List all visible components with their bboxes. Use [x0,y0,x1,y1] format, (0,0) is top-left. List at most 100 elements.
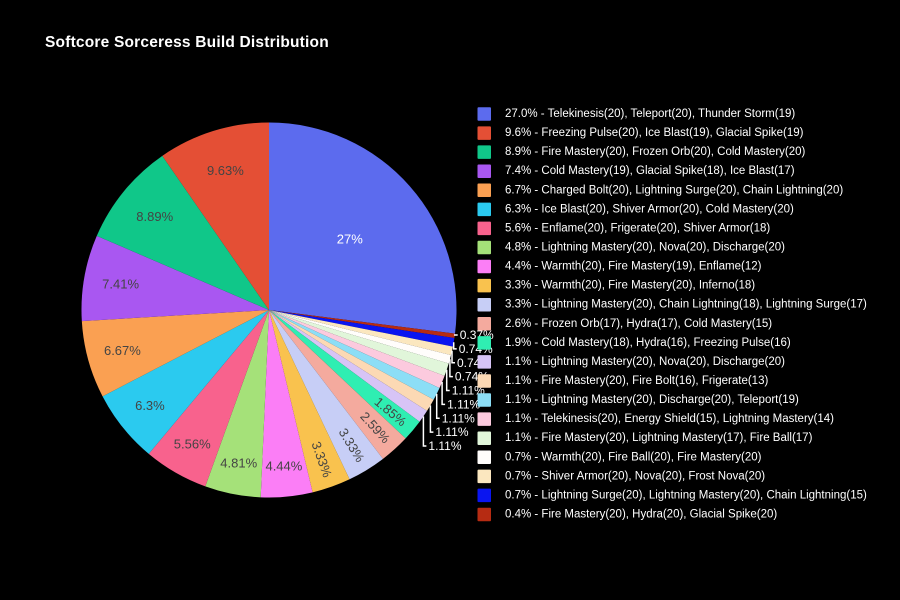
legend-item-9[interactable]: 4.4% - Warmth(20), Fire Mastery(19), Enf… [477,259,762,274]
slice-label-inside: 6.67% [104,343,141,358]
pie-slice-12[interactable] [269,310,406,459]
slice-label-outside: 1.11% [428,439,461,453]
legend-label: 0.4% - Fire Mastery(20), Hydra(20), Glac… [505,508,777,520]
legend-swatch [477,278,491,293]
leader-line [449,359,453,378]
legend-label: 6.3% - Ice Blast(20), Shiver Armor(20), … [505,203,794,215]
legend-item-2[interactable]: 9.6% - Freezing Pulse(20), Ice Blast(19)… [477,126,804,140]
legend-label: 0.7% - Lightning Surge(20), Lightning Ma… [505,489,867,501]
legend-item-17[interactable]: 1.1% - Telekinesis(20), Energy Shield(15… [477,412,835,426]
pie-slice-17[interactable] [269,310,445,388]
slice-label-inside: 4.44% [265,458,302,473]
pie-slice-22[interactable] [269,310,455,338]
legend-label: 3.3% - Lightning Mastery(20), Chain Ligh… [505,299,867,311]
legend-item-16[interactable]: 1.1% - Lightning Mastery(20), Discharge(… [477,393,799,407]
legend-swatch [477,164,491,178]
pie-slice-10[interactable] [269,310,350,493]
slice-label-inside: 4.81% [220,455,257,470]
pie-slice-18[interactable] [269,310,449,376]
legend-item-10[interactable]: 3.3% - Warmth(20), Fire Mastery(20), Inf… [477,278,756,293]
pie-slice-13[interactable] [269,310,420,439]
pie-slice-21[interactable] [269,310,455,347]
legend-item-13[interactable]: 1.9% - Cold Mastery(18), Hydra(16), Free… [477,336,791,350]
pie-slice-6[interactable] [102,310,269,454]
pie-slice-15[interactable] [269,310,434,411]
legend-label: 4.8% - Lightning Mastery(20), Nova(20), … [505,241,785,253]
pie-slice-11[interactable] [269,310,383,480]
legend-swatch [477,336,491,350]
pie-slice-20[interactable] [269,310,453,356]
leader-line [445,369,450,392]
legend-swatch [477,145,491,159]
legend-label: 0.7% - Warmth(20), Fire Ball(20), Fire M… [505,451,762,463]
leader-line [435,393,440,419]
pie-slice-9[interactable] [260,310,313,498]
legend-swatch [477,450,491,465]
slice-label-inside: 6.3% [135,398,165,413]
pie-slice-7[interactable] [148,310,269,487]
leader-line [452,342,457,350]
legend-swatch [477,202,491,217]
legend-item-19[interactable]: 0.7% - Warmth(20), Fire Ball(20), Fire M… [477,450,762,465]
legend-swatch [477,126,491,140]
legend-item-6[interactable]: 6.3% - Ice Blast(20), Shiver Armor(20), … [477,202,795,217]
legend-label: 1.1% - Fire Mastery(20), Fire Bolt(16), … [505,375,768,387]
pie-slice-5[interactable] [81,310,269,397]
legend-swatch [477,374,491,388]
legend-label: 5.6% - Enflame(20), Frigerate(20), Shive… [505,222,770,234]
pie-slice-8[interactable] [205,310,269,498]
leader-line [451,350,455,364]
pie-slice-4[interactable] [81,235,269,322]
pie-slice-14[interactable] [269,310,428,422]
legend-swatch [477,297,491,312]
legend-label: 8.9% - Fire Mastery(20), Frozen Orb(20),… [505,146,806,158]
pie-slice-2[interactable] [162,122,269,311]
legend-label: 1.1% - Telekinesis(20), Energy Shield(15… [505,413,834,425]
legend-label: 9.6% - Freezing Pulse(20), Ice Blast(19)… [505,127,804,139]
slice-label-inside: 9.63% [207,163,244,178]
legend-swatch [477,183,491,198]
leader-line [441,382,446,406]
legend-swatch [477,259,491,274]
legend-item-4[interactable]: 7.4% - Cold Mastery(19), Glacial Spike(1… [477,164,795,178]
legend-item-11[interactable]: 3.3% - Lightning Mastery(20), Chain Ligh… [477,297,867,312]
legend-item-20[interactable]: 0.7% - Shiver Armor(20), Nova(20), Frost… [477,469,766,484]
leader-line [422,416,427,447]
slice-label-outside: 1.11% [435,425,468,439]
slice-label-inside: 27% [337,231,363,246]
legend-swatch [477,488,491,503]
legend-swatch [477,507,491,522]
pie-slice-3[interactable] [96,155,269,310]
legend-item-1[interactable]: 27.0% - Telekinesis(20), Teleport(20), T… [477,107,796,121]
legend-label: 3.3% - Warmth(20), Fire Mastery(20), Inf… [505,280,755,292]
legend-item-22[interactable]: 0.4% - Fire Mastery(20), Hydra(20), Glac… [477,507,778,522]
legend-item-15[interactable]: 1.1% - Fire Mastery(20), Fire Bolt(16), … [477,374,769,388]
legend-label: 0.7% - Shiver Armor(20), Nova(20), Frost… [505,470,765,482]
legend-label: 6.7% - Charged Bolt(20), Lightning Surge… [505,184,843,196]
legend-item-7[interactable]: 5.6% - Enflame(20), Frigerate(20), Shive… [477,221,771,236]
chart-title: Softcore Sorceress Build Distribution [45,34,329,51]
legend-swatch [477,107,491,121]
pie-slice-1[interactable] [269,122,457,334]
legend-swatch [477,431,491,445]
legend-item-21[interactable]: 0.7% - Lightning Surge(20), Lightning Ma… [477,488,867,503]
legend-label: 7.4% - Cold Mastery(19), Glacial Spike(1… [505,165,795,177]
legend-item-8[interactable]: 4.8% - Lightning Mastery(20), Nova(20), … [477,240,786,255]
legend-label: 4.4% - Warmth(20), Fire Mastery(19), Enf… [505,261,762,273]
legend-item-14[interactable]: 1.1% - Lightning Mastery(20), Nova(20), … [477,355,786,369]
legend-item-3[interactable]: 8.9% - Fire Mastery(20), Frozen Orb(20),… [477,145,806,159]
slice-label-inside: 5.56% [174,436,211,451]
pie-slice-19[interactable] [269,310,451,364]
leader-line [429,405,434,433]
legend-swatch [477,355,491,369]
legend-item-12[interactable]: 2.6% - Frozen Orb(17), Hydra(17), Cold M… [477,317,773,331]
legend-item-18[interactable]: 1.1% - Fire Mastery(20), Lightning Maste… [477,431,813,445]
legend-swatch [477,221,491,236]
legend-swatch [477,469,491,484]
slice-label-outside: 1.11% [452,384,485,398]
legend-item-5[interactable]: 6.7% - Charged Bolt(20), Lightning Surge… [477,183,844,198]
pie-slice-16[interactable] [269,310,440,400]
legend-swatch [477,412,491,426]
